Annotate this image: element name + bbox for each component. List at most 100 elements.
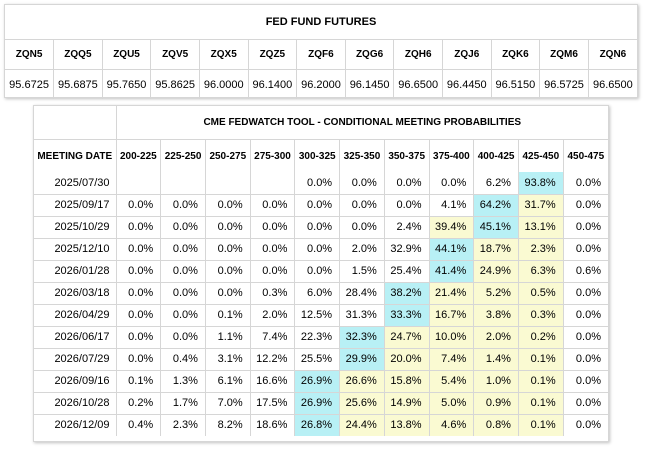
- probability-cell: 1.3%: [160, 370, 206, 393]
- probability-cell: 0.0%: [563, 282, 608, 305]
- probability-cell: 0.1%: [518, 414, 564, 436]
- probability-cell: 25.4%: [384, 260, 430, 283]
- fedwatch-title-blank: [34, 106, 117, 140]
- probability-cell: 0.0%: [384, 172, 430, 195]
- probability-cell: 0.0%: [250, 238, 296, 261]
- probability-cell: 7.4%: [250, 326, 296, 349]
- probability-cell: 12.5%: [294, 304, 341, 327]
- rate-range-header: 275-300: [250, 139, 296, 172]
- probability-cell: 0.3%: [250, 282, 296, 305]
- futures-contract-label: ZQF6: [296, 40, 346, 70]
- meeting-row: 2025/09/17 0.0% 0.0% 0.0% 0.0% 0.0% 0.0% 0.0% 4.…: [34, 194, 608, 217]
- probability-cell: 1.1%: [205, 326, 251, 349]
- probability-cell: 2.4%: [384, 216, 430, 239]
- probability-cell: 0.1%: [205, 304, 251, 327]
- probability-cell: 0.0%: [294, 216, 341, 239]
- probability-cell: 0.0%: [575, 419, 601, 432]
- probability-cell: 10.0%: [429, 326, 475, 349]
- rate-range-header: 200-225: [116, 139, 162, 172]
- probability-cell: 0.0%: [250, 260, 296, 283]
- rate-range-header: 450-475: [567, 150, 605, 162]
- probability-cell: 0.0%: [205, 238, 251, 261]
- meeting-row: 2026/10/28 0.2% 1.7% 7.0% 17.5% 26.9% 25.6% 14.…: [34, 392, 608, 415]
- probability-cell: 0.0%: [116, 304, 162, 327]
- probability-cell: 0.0%: [116, 216, 162, 239]
- probability-cell: 0.0%: [116, 194, 162, 217]
- meeting-row: 2026/07/29 0.0% 0.4% 3.1% 12.2% 25.5% 29.9% 20.…: [34, 348, 608, 371]
- meeting-date: 2026/12/09: [34, 414, 117, 436]
- futures-header-row: ZQN5 ZQQ5 ZQU5 ZQV5 ZQX5 ZQZ5 ZQF6 ZQG6 ZQH6 ZQJ6…: [5, 40, 637, 70]
- probability-cell: 39.4%: [429, 216, 475, 239]
- probability-cell: 0.0%: [294, 238, 341, 261]
- rate-range-header: 350-375: [384, 139, 430, 172]
- probability-cell: 45.1%: [473, 216, 519, 239]
- probability-cell: 0.0%: [563, 172, 608, 195]
- rate-range-header: 425-450: [518, 139, 564, 172]
- futures-price: 95.6725: [5, 69, 55, 99]
- probability-cell: 4.1%: [429, 194, 475, 217]
- probability-cell: 29.9%: [339, 348, 385, 371]
- probability-cell: 0.0%: [205, 282, 251, 305]
- probability-cell: 18.7%: [473, 238, 519, 261]
- probability-cell: 17.5%: [250, 392, 296, 415]
- probability-cell: 2.0%: [339, 238, 385, 261]
- probability-cell: 0.0%: [563, 216, 608, 239]
- probability-cell: 1.0%: [473, 370, 519, 393]
- probability-cell: 1.4%: [473, 348, 519, 371]
- probability-cell: 0.1%: [518, 348, 564, 371]
- fed-fund-futures-panel: FED FUND FUTURES ZQN5 ZQQ5 ZQU5 ZQV5 ZQX5 ZQZ…: [4, 4, 638, 99]
- probability-cell: [205, 172, 251, 195]
- futures-contract-label: ZQX5: [199, 40, 249, 70]
- fedwatch-title: CME FEDWATCH TOOL - CONDITIONAL MEETING …: [116, 106, 608, 140]
- probability-cell: 0.0%: [116, 326, 162, 349]
- probability-cell: 6.3%: [518, 260, 564, 283]
- probability-cell: 0.6%: [563, 260, 608, 283]
- probability-cell: 0.0%: [294, 172, 341, 195]
- probability-cell: 0.0%: [116, 260, 162, 283]
- probability-cell: 6.1%: [205, 370, 251, 393]
- meeting-date: 2026/09/16: [34, 370, 117, 393]
- probability-cell: 12.2%: [250, 348, 296, 371]
- probability-cell: 5.4%: [429, 370, 475, 393]
- probability-cell: 2.3%: [518, 238, 564, 261]
- probability-cell: 0.0%: [160, 216, 206, 239]
- probability-cell: [250, 172, 296, 195]
- probability-cell: 0.0%: [563, 304, 608, 327]
- probability-cell: 0.0%: [563, 326, 608, 349]
- probability-cell: 13.1%: [518, 216, 564, 239]
- probability-cell: 20.0%: [384, 348, 430, 371]
- fedwatch-table: CME FEDWATCH TOOL - CONDITIONAL MEETING …: [34, 106, 608, 436]
- futures-contract-label: ZQM6: [539, 40, 589, 70]
- meeting-row: 2025/07/30 0.0% 0.0% 0.0% 0.0% 6.2% 93.8% 0.0%: [34, 172, 608, 195]
- probability-cell: 0.0%: [339, 172, 385, 195]
- meeting-row: 2026/04/29 0.0% 0.0% 0.1% 2.0% 12.5% 31.3% 33.3…: [34, 304, 608, 327]
- meeting-row: 2026/03/18 0.0% 0.0% 0.0% 0.3% 6.0% 28.4% 38.2%…: [34, 282, 608, 305]
- futures-price: 96.6500: [393, 69, 443, 99]
- futures-price: 96.0000: [199, 69, 249, 99]
- meeting-date: 2025/10/29: [34, 216, 117, 239]
- probability-cell: 25.5%: [294, 348, 341, 371]
- probability-cell: 0.0%: [116, 282, 162, 305]
- probability-cell: 0.0%: [160, 238, 206, 261]
- probability-cell: 0.0%: [384, 194, 430, 217]
- futures-contract-label: ZQH6: [393, 40, 443, 70]
- probability-cell: 0.0%: [339, 194, 385, 217]
- probability-cell: 0.2%: [116, 392, 162, 415]
- probability-cell: 0.0%: [160, 260, 206, 283]
- meeting-row: 2026/06/17 0.0% 0.0% 1.1% 7.4% 22.3% 32.3% 24.7…: [34, 326, 608, 349]
- probability-cell: [116, 172, 162, 195]
- futures-title: FED FUND FUTURES: [5, 5, 637, 40]
- probability-cell: 0.0%: [205, 194, 251, 217]
- futures-price: 96.5150: [491, 69, 541, 99]
- probability-cell: 6.2%: [473, 172, 519, 195]
- probability-cell: 0.0%: [205, 260, 251, 283]
- probability-cell: 0.0%: [294, 194, 341, 217]
- probability-cell: 38.2%: [384, 282, 430, 305]
- probability-cell: 26.9%: [294, 370, 341, 393]
- meeting-row: 2026/09/16 0.1% 1.3% 6.1% 16.6% 26.9% 26.6% 15.…: [34, 370, 608, 393]
- meeting-row: 2026/01/28 0.0% 0.0% 0.0% 0.0% 0.0% 1.5% 25.4% 4…: [34, 260, 608, 283]
- rate-range-header: 325-350: [339, 139, 385, 172]
- futures-price: 96.5725: [539, 69, 589, 99]
- probability-cell: 5.2%: [473, 282, 519, 305]
- probability-cell: 0.1%: [518, 370, 564, 393]
